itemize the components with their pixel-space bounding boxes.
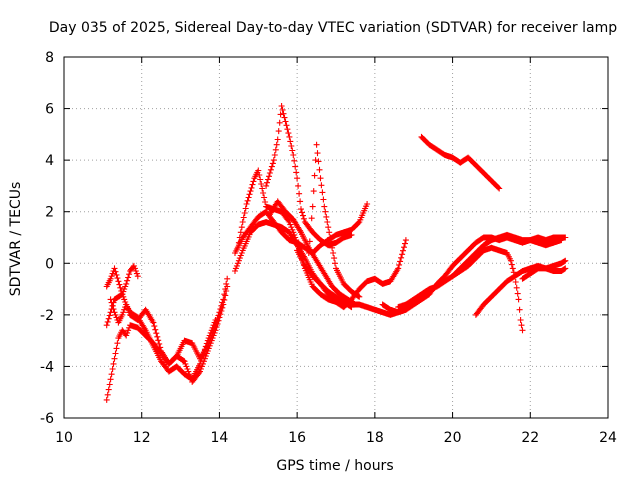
x-tick-label: 20 <box>444 430 462 446</box>
plus-marks <box>263 103 355 249</box>
series-track-11 <box>294 247 355 311</box>
series-track-3 <box>103 262 141 298</box>
plus-marks <box>266 198 359 308</box>
plus-marks <box>418 133 503 192</box>
x-tick-label: 12 <box>133 430 151 446</box>
plus-marks <box>472 257 569 318</box>
series-track-9 <box>266 198 359 308</box>
y-tick-label: 4 <box>45 153 54 169</box>
series-track-17 <box>519 265 569 282</box>
y-tick-label: -6 <box>40 411 54 427</box>
series-track-2 <box>103 283 231 403</box>
plus-marks <box>449 231 569 280</box>
x-tick-label: 16 <box>288 430 306 446</box>
y-tick-label: 8 <box>45 50 54 66</box>
y-tick-label: -2 <box>40 308 54 324</box>
series-track-8 <box>263 103 355 249</box>
series-track-16 <box>472 257 569 318</box>
y-tick-label: -4 <box>40 359 54 375</box>
plus-marks <box>519 265 569 282</box>
plus-marks <box>294 247 355 311</box>
series-track-10 <box>305 141 363 300</box>
series-layer <box>103 103 569 403</box>
y-tick-label: 6 <box>45 102 54 118</box>
series-track-4 <box>107 296 219 383</box>
y-tick-label: 2 <box>45 205 54 221</box>
plot-frame <box>63 56 609 419</box>
plus-marks <box>107 296 219 383</box>
y-axis-label: SDTVAR / TECUs <box>8 182 24 297</box>
x-tick-label: 14 <box>211 430 229 446</box>
x-tick-label: 22 <box>521 430 539 446</box>
plus-marks <box>103 262 141 298</box>
x-tick-label: 10 <box>55 430 73 446</box>
x-tick-label: 24 <box>599 430 617 446</box>
y-tick-label: 0 <box>45 256 54 272</box>
plus-marks <box>305 141 363 300</box>
plus-marks <box>103 283 231 403</box>
x-axis-label: GPS time / hours <box>276 458 393 474</box>
x-tick-label: 18 <box>366 430 384 446</box>
chart-title: Day 035 of 2025, Sidereal Day-to-day VTE… <box>49 20 617 36</box>
series-track-14 <box>449 231 569 280</box>
series-track-15 <box>418 133 503 192</box>
